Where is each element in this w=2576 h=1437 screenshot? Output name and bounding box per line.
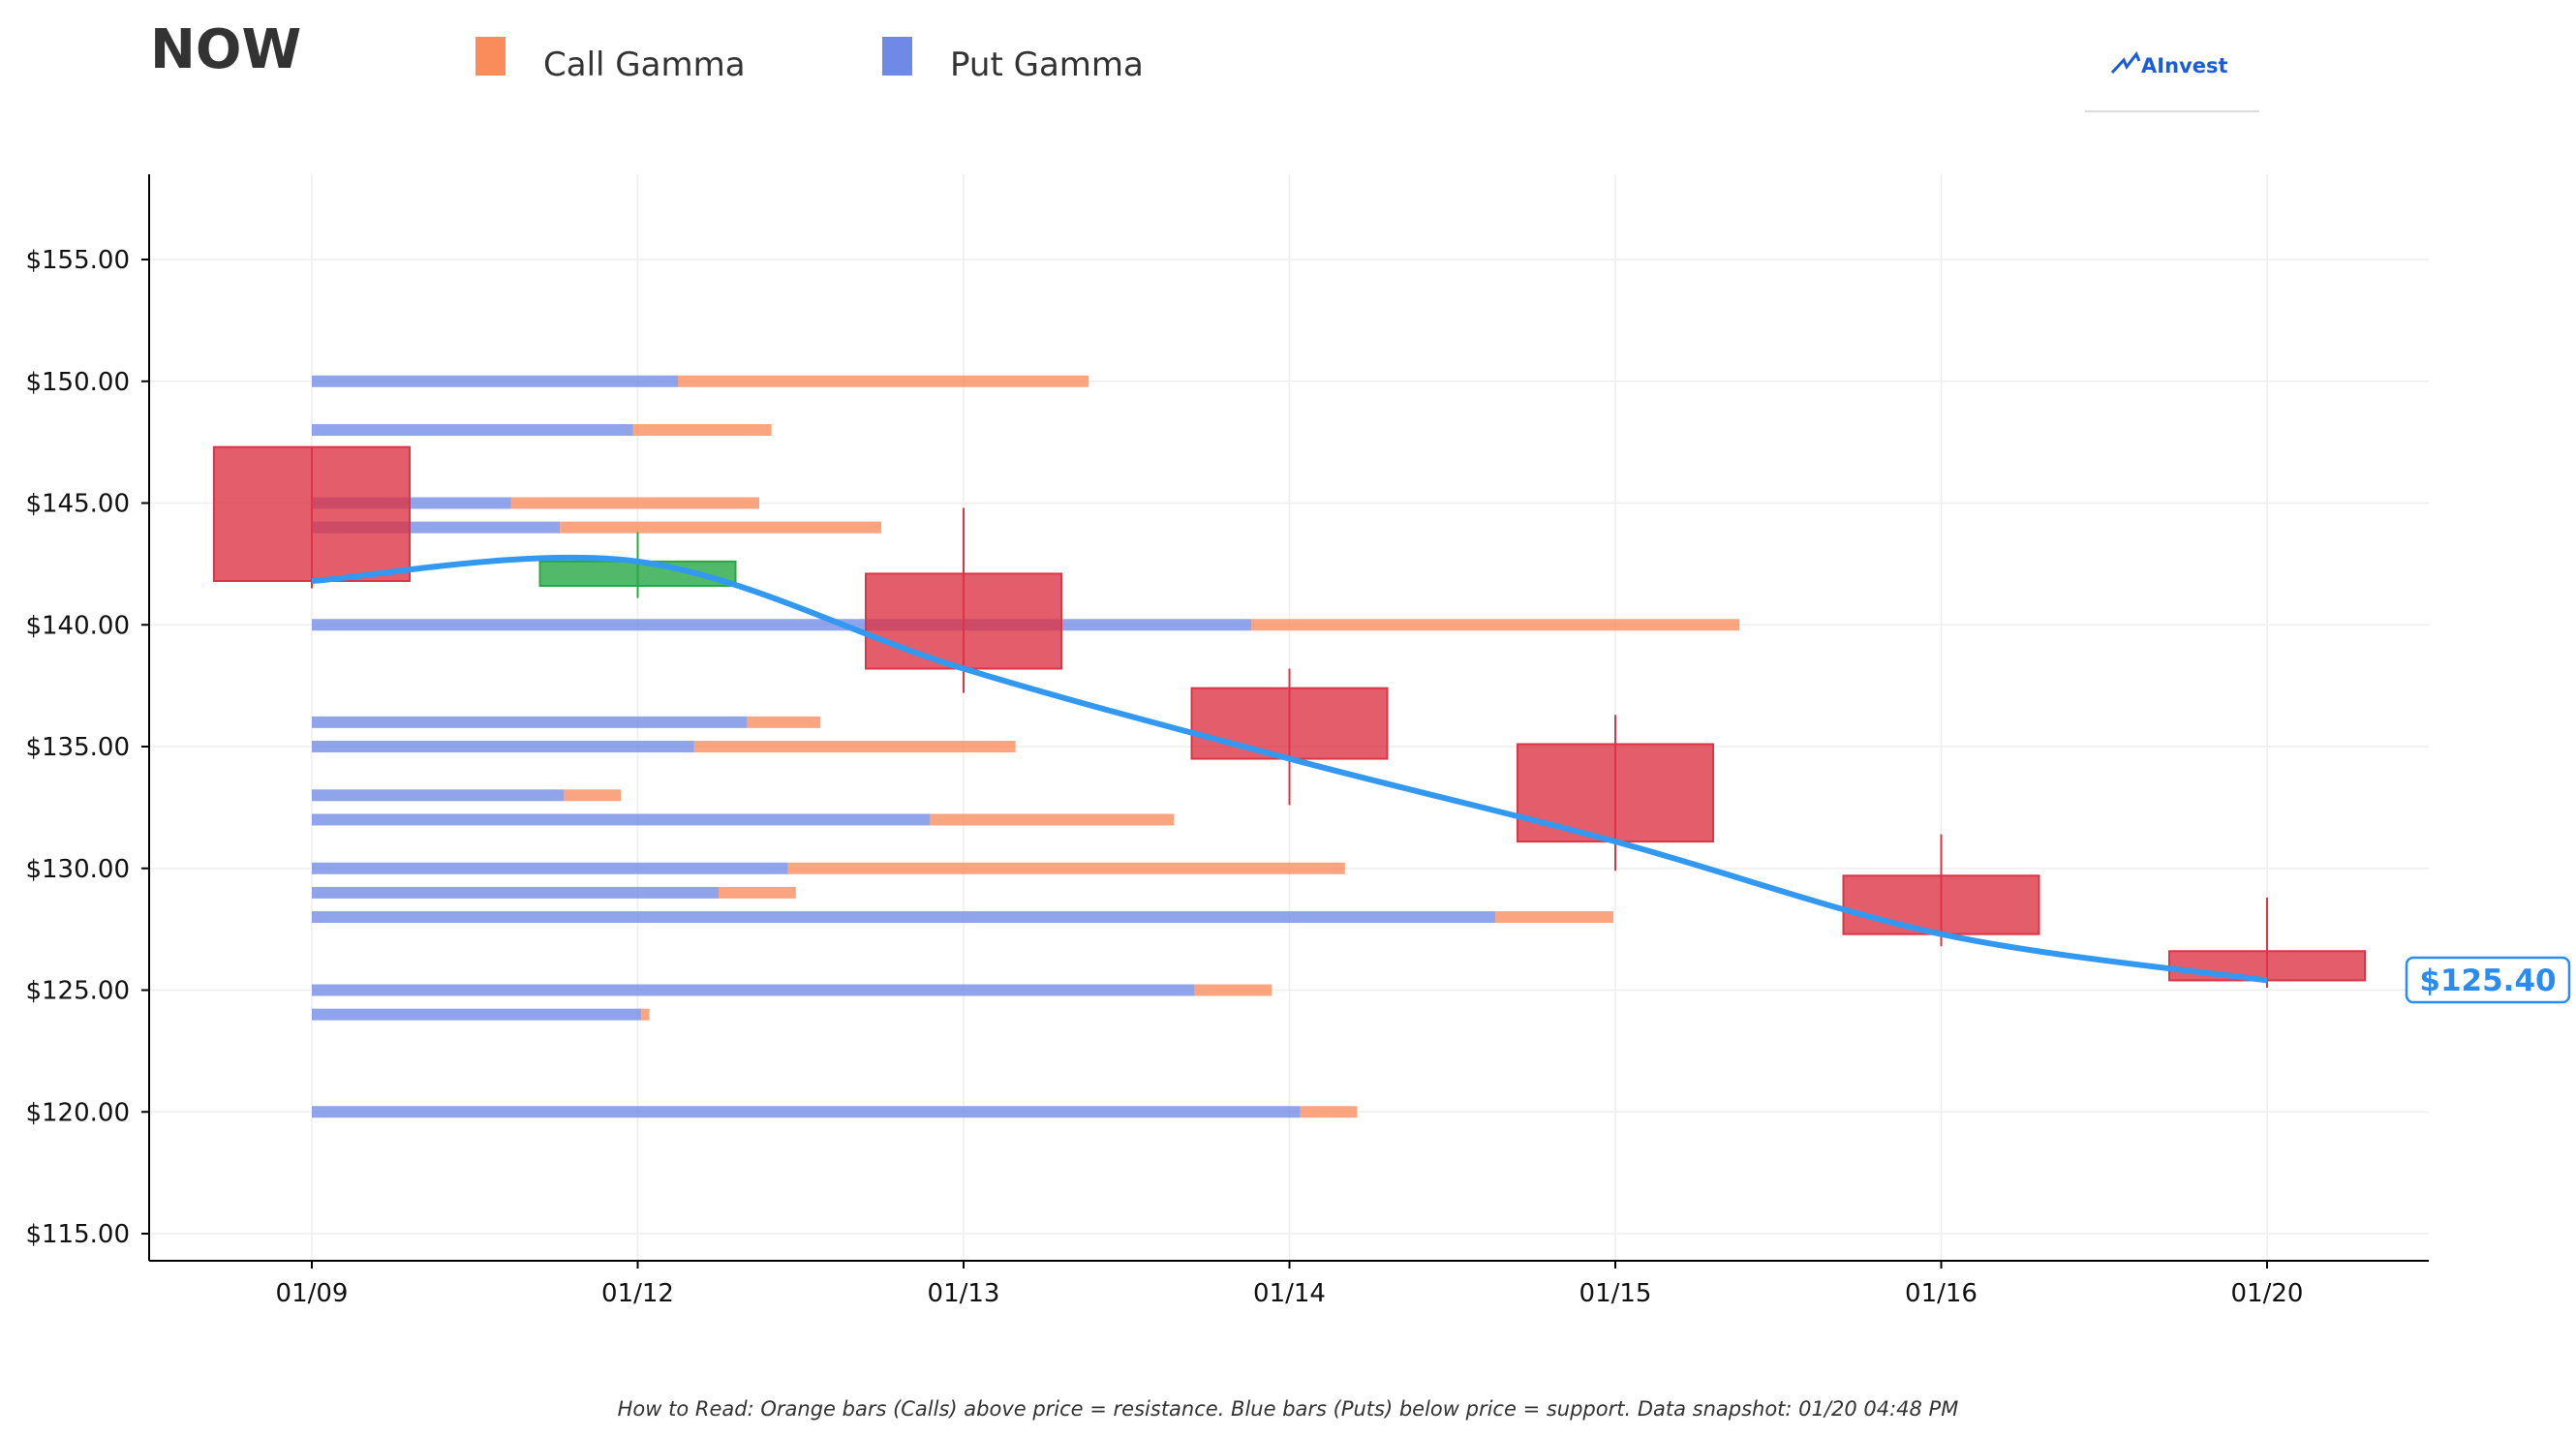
x-tick-label: 01/13 [928, 1279, 1000, 1308]
call-gamma-bar [641, 1008, 650, 1021]
y-ticks: $115.00 $120.00 $125.00 $130.00 $135.00 $140.… [25, 246, 149, 1249]
put-gamma-bar [312, 886, 719, 899]
put-gamma-bar [312, 813, 931, 826]
y-tick-label: $135.00 [25, 733, 130, 762]
candle-body [1517, 743, 1714, 843]
call-gamma-bar [1194, 984, 1273, 996]
x-ticks: 01/09 01/12 01/13 01/14 01/15 01/16 01/20 [276, 1261, 2304, 1308]
y-tick-label: $125.00 [25, 977, 130, 1006]
call-gamma-bar [930, 813, 1175, 826]
y-tick-label: $120.00 [25, 1098, 130, 1127]
footer-note: How to Read: Orange bars (Calls) above p… [618, 1397, 1959, 1421]
call-gamma-bar [560, 521, 881, 534]
call-gamma-bar [1495, 911, 1613, 924]
put-gamma-bar [312, 862, 788, 874]
call-gamma-bar [678, 375, 1089, 387]
legend-call-label: Call Gamma [543, 46, 746, 84]
put-gamma-bar [312, 741, 694, 752]
candle-body [1190, 687, 1389, 760]
last-price-box [2405, 956, 2571, 1004]
put-gamma-bar [312, 789, 565, 802]
price-line [311, 554, 2268, 984]
candle-body [1842, 874, 2040, 935]
call-gamma-bar [747, 716, 820, 728]
call-gamma-bar [632, 424, 772, 437]
call-gamma-bar [1300, 1106, 1358, 1118]
legend-put-swatch [882, 37, 912, 76]
last-price-label: $125.40 [2419, 963, 2556, 998]
y-tick-label: $130.00 [25, 855, 130, 884]
candle-body [2168, 950, 2366, 982]
call-gamma-bar [510, 497, 759, 509]
put-gamma-bar [312, 716, 748, 728]
call-gamma-bar [693, 741, 1016, 752]
put-gamma-bar [312, 619, 1252, 631]
candle-body [213, 445, 411, 582]
x-tick-label: 01/14 [1253, 1279, 1326, 1308]
call-gamma-bar [1251, 619, 1740, 631]
x-tick-label: 01/16 [1905, 1279, 1978, 1308]
put-gamma-bar [312, 984, 1195, 996]
y-tick-label: $145.00 [25, 490, 130, 519]
x-tick-label: 01/15 [1579, 1279, 1652, 1308]
y-tick-label: $140.00 [25, 611, 130, 640]
last-price-tag: $125.40 [2405, 956, 2571, 1004]
put-gamma-bar [312, 911, 1496, 924]
put-gamma-bar [312, 424, 633, 437]
candle-body [865, 572, 1062, 670]
ticker-title: NOW [150, 18, 301, 81]
legend-call-swatch [475, 37, 506, 76]
logo-chart-icon [2110, 51, 2141, 75]
call-gamma-bar [719, 886, 796, 899]
x-tick-label: 01/12 [601, 1279, 674, 1308]
y-tick-label: $115.00 [25, 1220, 130, 1249]
logo-text: AInvest [2141, 54, 2228, 77]
put-gamma-bar [312, 375, 678, 387]
legend: Call Gamma Put Gamma [475, 37, 1144, 84]
x-tick-label: 01/09 [276, 1279, 349, 1308]
x-tick-label: 01/20 [2231, 1279, 2304, 1308]
y-tick-label: $155.00 [25, 246, 130, 275]
gamma-bars [312, 375, 1740, 1118]
legend-put-label: Put Gamma [950, 46, 1144, 84]
put-gamma-bar [312, 1106, 1301, 1118]
ainvest-logo: AInvest [2085, 51, 2259, 112]
put-gamma-bar [312, 1008, 642, 1021]
call-gamma-bar [564, 789, 622, 802]
call-gamma-bar [787, 862, 1345, 874]
y-tick-label: $150.00 [25, 368, 130, 397]
